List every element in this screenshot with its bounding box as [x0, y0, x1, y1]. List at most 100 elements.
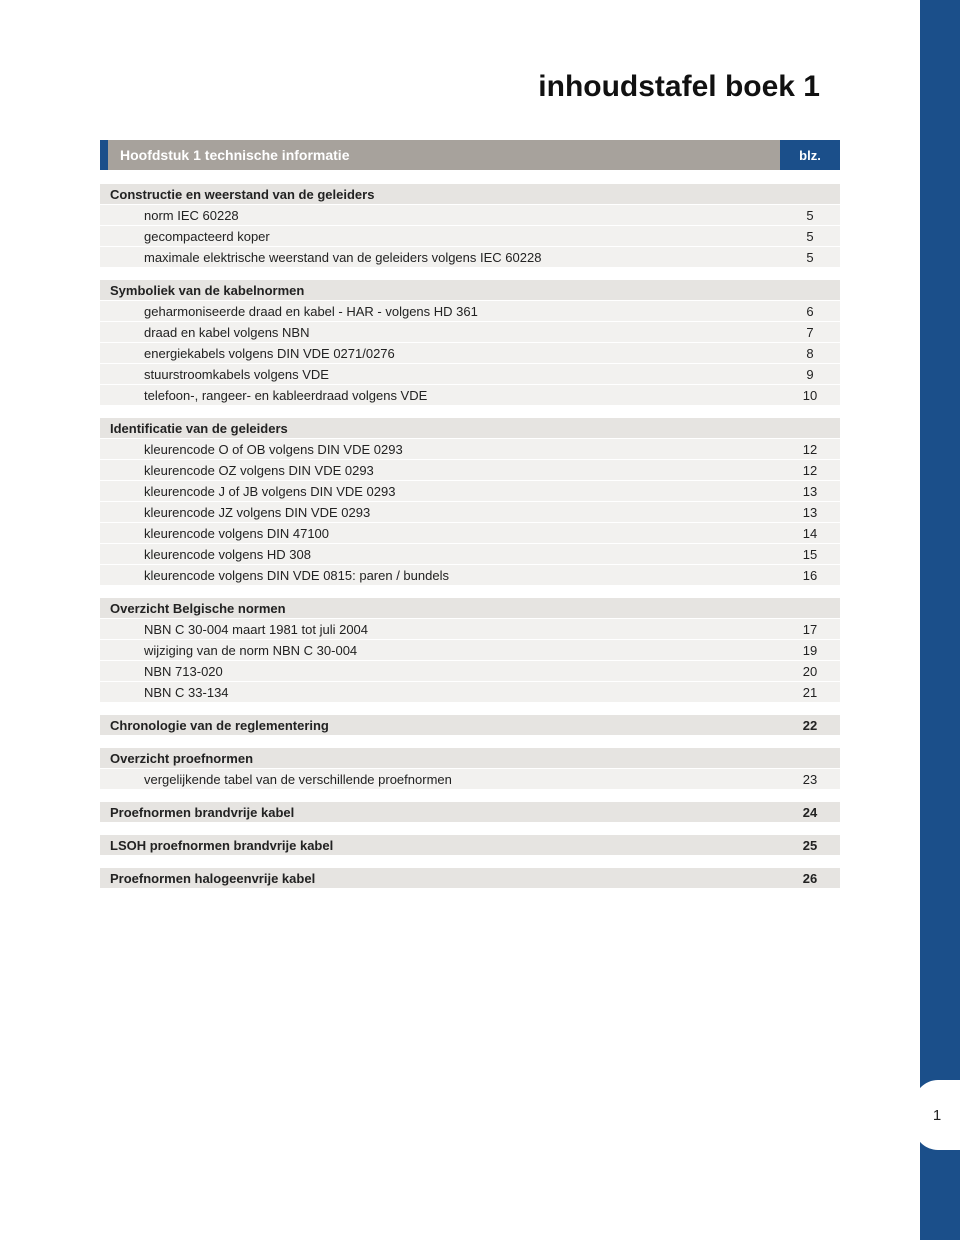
toc-entry: energiekabels volgens DIN VDE 0271/02768 [100, 343, 840, 364]
toc-entry-label: kleurencode volgens DIN VDE 0815: paren … [100, 568, 780, 583]
toc-entry-page: 6 [780, 304, 840, 319]
toc-entry: maximale elektrische weerstand van de ge… [100, 247, 840, 268]
toc-entry-label: maximale elektrische weerstand van de ge… [100, 250, 780, 265]
toc-entry: kleurencode JZ volgens DIN VDE 029313 [100, 502, 840, 523]
toc-entry-page: 25 [780, 838, 840, 853]
toc-entry-page: 8 [780, 346, 840, 361]
toc-entry-label: Overzicht Belgische normen [100, 601, 780, 616]
toc-entry-label: energiekabels volgens DIN VDE 0271/0276 [100, 346, 780, 361]
toc-entry-label: Proefnormen halogeenvrije kabel [100, 871, 780, 886]
page-title: inhoudstafel boek 1 [100, 70, 840, 104]
toc-entry-page: 14 [780, 526, 840, 541]
toc-entry-label: Symboliek van de kabelnormen [100, 283, 780, 298]
toc-section-header: Overzicht proefnormen [100, 748, 840, 769]
toc-blank-row [100, 736, 840, 748]
toc-table: Constructie en weerstand van de geleider… [100, 184, 840, 889]
toc-entry-label: gecompacteerd koper [100, 229, 780, 244]
toc-entry-page: 9 [780, 367, 840, 382]
toc-blank-row [100, 703, 840, 715]
toc-entry-label: stuurstroomkabels volgens VDE [100, 367, 780, 382]
toc-section-header: Overzicht Belgische normen [100, 598, 840, 619]
toc-section-header: Proefnormen halogeenvrije kabel26 [100, 868, 840, 889]
toc-entry-label: geharmoniseerde draad en kabel - HAR - v… [100, 304, 780, 319]
toc-blank-row [100, 268, 840, 280]
toc-entry-label: NBN 713-020 [100, 664, 780, 679]
page-number: 1 [933, 1107, 941, 1124]
toc-entry-label: NBN C 33-134 [100, 685, 780, 700]
toc-blank-row [100, 790, 840, 802]
toc-section-header: Proefnormen brandvrije kabel24 [100, 802, 840, 823]
side-band [920, 0, 960, 1240]
toc-entry-page: 7 [780, 325, 840, 340]
toc-entry-label: kleurencode volgens DIN 47100 [100, 526, 780, 541]
chapter-bar: Hoofdstuk 1 technische informatie blz. [100, 140, 840, 170]
toc-entry-page: 5 [780, 250, 840, 265]
toc-entry: geharmoniseerde draad en kabel - HAR - v… [100, 301, 840, 322]
toc-entry-label: NBN C 30-004 maart 1981 tot juli 2004 [100, 622, 780, 637]
toc-entry-label: Constructie en weerstand van de geleider… [100, 187, 780, 202]
chapter-bar-page-label: blz. [780, 140, 840, 170]
toc-entry-label: wijziging van de norm NBN C 30-004 [100, 643, 780, 658]
toc-entry-page: 17 [780, 622, 840, 637]
toc-blank-row [100, 406, 840, 418]
toc-entry-page: 13 [780, 505, 840, 520]
toc-entry: kleurencode O of OB volgens DIN VDE 0293… [100, 439, 840, 460]
toc-entry-page: 12 [780, 442, 840, 457]
toc-entry-label: telefoon-, rangeer- en kableerdraad volg… [100, 388, 780, 403]
toc-entry: kleurencode J of JB volgens DIN VDE 0293… [100, 481, 840, 502]
toc-entry: NBN C 33-13421 [100, 682, 840, 703]
toc-section-header: LSOH proefnormen brandvrije kabel25 [100, 835, 840, 856]
toc-entry-page: 19 [780, 643, 840, 658]
chapter-bar-title: Hoofdstuk 1 technische informatie [108, 140, 780, 170]
toc-entry: NBN C 30-004 maart 1981 tot juli 200417 [100, 619, 840, 640]
toc-section-header: Identificatie van de geleiders [100, 418, 840, 439]
toc-entry: NBN 713-02020 [100, 661, 840, 682]
toc-section-header: Constructie en weerstand van de geleider… [100, 184, 840, 205]
toc-entry-page: 5 [780, 208, 840, 223]
toc-entry-label: Identificatie van de geleiders [100, 421, 780, 436]
page-number-tab: 1 [914, 1080, 960, 1150]
toc-entry-label: vergelijkende tabel van de verschillende… [100, 772, 780, 787]
toc-entry: kleurencode volgens DIN 4710014 [100, 523, 840, 544]
toc-entry-page: 20 [780, 664, 840, 679]
toc-entry: wijziging van de norm NBN C 30-00419 [100, 640, 840, 661]
toc-entry-page: 21 [780, 685, 840, 700]
toc-entry-label: kleurencode O of OB volgens DIN VDE 0293 [100, 442, 780, 457]
toc-entry-page: 13 [780, 484, 840, 499]
toc-entry-label: kleurencode JZ volgens DIN VDE 0293 [100, 505, 780, 520]
toc-entry: gecompacteerd koper5 [100, 226, 840, 247]
toc-entry-label: kleurencode volgens HD 308 [100, 547, 780, 562]
toc-entry: norm IEC 602285 [100, 205, 840, 226]
toc-entry-page: 5 [780, 229, 840, 244]
toc-entry-page: 22 [780, 718, 840, 733]
toc-entry-label: LSOH proefnormen brandvrije kabel [100, 838, 780, 853]
toc-entry-page: 15 [780, 547, 840, 562]
toc-entry-label: Proefnormen brandvrije kabel [100, 805, 780, 820]
toc-entry-page: 26 [780, 871, 840, 886]
toc-entry-label: norm IEC 60228 [100, 208, 780, 223]
toc-blank-row [100, 586, 840, 598]
toc-section-header: Chronologie van de reglementering22 [100, 715, 840, 736]
toc-entry: kleurencode volgens DIN VDE 0815: paren … [100, 565, 840, 586]
toc-entry: vergelijkende tabel van de verschillende… [100, 769, 840, 790]
toc-entry-page: 16 [780, 568, 840, 583]
toc-entry-label: Overzicht proefnormen [100, 751, 780, 766]
toc-entry-label: kleurencode OZ volgens DIN VDE 0293 [100, 463, 780, 478]
toc-section-header: Symboliek van de kabelnormen [100, 280, 840, 301]
toc-entry-label: Chronologie van de reglementering [100, 718, 780, 733]
toc-entry: draad en kabel volgens NBN7 [100, 322, 840, 343]
toc-entry: telefoon-, rangeer- en kableerdraad volg… [100, 385, 840, 406]
toc-entry: kleurencode volgens HD 30815 [100, 544, 840, 565]
toc-entry: stuurstroomkabels volgens VDE9 [100, 364, 840, 385]
chapter-bar-accent [100, 140, 108, 170]
toc-entry-label: draad en kabel volgens NBN [100, 325, 780, 340]
toc-entry-page: 24 [780, 805, 840, 820]
page-content: inhoudstafel boek 1 Hoofdstuk 1 technisc… [0, 0, 920, 929]
toc-entry-page: 12 [780, 463, 840, 478]
toc-entry-page: 10 [780, 388, 840, 403]
toc-entry: kleurencode OZ volgens DIN VDE 029312 [100, 460, 840, 481]
toc-entry-page: 23 [780, 772, 840, 787]
toc-entry-label: kleurencode J of JB volgens DIN VDE 0293 [100, 484, 780, 499]
toc-blank-row [100, 823, 840, 835]
toc-blank-row [100, 856, 840, 868]
